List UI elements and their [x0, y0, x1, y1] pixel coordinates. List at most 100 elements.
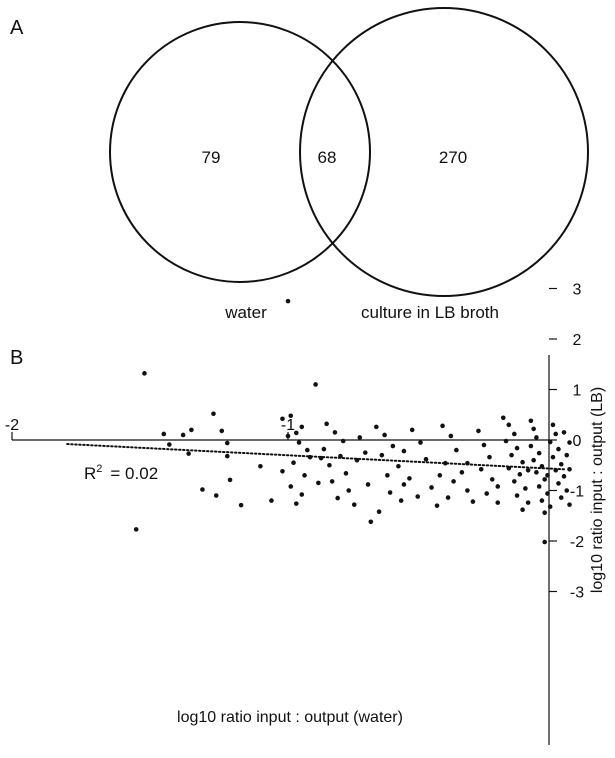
scatter-point: [556, 446, 561, 452]
scatter-point: [161, 431, 167, 437]
scatter-point: [316, 480, 321, 486]
scatter-point: [280, 469, 285, 474]
scatter-point: [476, 428, 481, 434]
scatter-point: [285, 298, 291, 304]
scatter-point: [553, 431, 559, 437]
scatter-point: [539, 498, 545, 503]
x-tick-label: -2: [5, 417, 19, 434]
scatter-point: [520, 459, 525, 465]
scatter-point: [465, 460, 470, 466]
scatter-point: [561, 474, 567, 479]
scatter-point: [238, 502, 244, 508]
scatter-point: [329, 479, 335, 484]
scatter-point: [313, 382, 318, 387]
scatter-point: [167, 442, 172, 447]
scatter-point: [351, 502, 357, 507]
scatter-point: [509, 452, 514, 458]
scatter-point: [564, 452, 570, 458]
venn-count-lb-only: 270: [439, 148, 467, 167]
scatter-point: [495, 484, 501, 489]
scatter-point: [340, 438, 346, 444]
venn-label-water: water: [224, 303, 267, 322]
scatter-point: [454, 447, 459, 453]
scatter-point: [186, 451, 191, 456]
scatter-point: [343, 471, 349, 476]
scatter-point: [305, 447, 310, 453]
scatter-point: [484, 491, 490, 496]
scatter-points: [133, 298, 572, 545]
scatter-point: [512, 431, 517, 437]
scatter-point: [398, 498, 404, 503]
scatter-point: [536, 484, 542, 489]
y-axis-label: log10 ratio input : output (LB): [589, 387, 606, 593]
scatter-point: [539, 463, 545, 469]
scatter-point: [269, 498, 274, 503]
y-tick-label: -1: [570, 484, 584, 501]
panel-label-a: A: [10, 17, 24, 39]
x-axis-label: log10 ratio input : output (water): [177, 709, 403, 726]
scatter-point: [189, 427, 194, 433]
scatter-point: [434, 503, 440, 508]
scatter-point: [423, 456, 429, 462]
scatter-point: [338, 453, 343, 459]
scatter-point: [531, 426, 536, 432]
scatter-point: [495, 500, 501, 505]
scatter-point: [525, 500, 531, 505]
scatter-point: [528, 418, 534, 424]
scatter-point: [415, 494, 421, 499]
scatter-point: [558, 461, 564, 467]
scatter-point: [382, 432, 387, 438]
scatter-point: [288, 413, 294, 419]
y-tick-label: -3: [570, 585, 584, 602]
scatter-point: [567, 502, 572, 507]
scatter-point: [354, 457, 360, 463]
y-tick-label: 3: [573, 282, 582, 299]
scatter-point: [534, 435, 539, 440]
r2-superscript: 2: [96, 463, 102, 475]
scatter-point: [534, 470, 539, 475]
scatter-point: [547, 504, 553, 509]
scatter-point: [291, 460, 296, 466]
scatter-point: [409, 427, 415, 433]
scatter-point: [489, 477, 495, 482]
scatter-point: [258, 463, 263, 469]
scatter-point: [180, 432, 186, 438]
scatter-point: [385, 473, 390, 478]
scatter-point: [368, 519, 374, 525]
scatter-point: [321, 446, 327, 452]
scatter-point: [335, 495, 340, 501]
y-ticks: -3 -2 -1 0 1 2 3: [549, 282, 584, 602]
scatter-point: [299, 424, 305, 430]
scatter-point: [401, 482, 407, 487]
scatter-point: [506, 422, 512, 428]
scatter-point: [481, 442, 487, 448]
scatter-point: [470, 499, 476, 504]
r2-value: = 0.02: [110, 464, 158, 483]
scatter-point: [542, 539, 547, 545]
scatter-point: [567, 440, 572, 445]
y-tick-label: -2: [570, 534, 584, 551]
scatter-point: [227, 477, 233, 483]
scatter-point: [443, 460, 448, 466]
venn-label-lb-broth: culture in LB broth: [361, 303, 499, 322]
scatter-point: [478, 466, 484, 472]
scatter-point: [357, 435, 363, 440]
r2-annotation: R2 = 0.02: [84, 463, 158, 483]
scatter-point: [528, 443, 534, 449]
scatter-point: [567, 466, 572, 472]
scatter-point: [561, 430, 567, 435]
scatter-point: [542, 510, 547, 516]
y-tick-label: 1: [573, 383, 582, 400]
scatter-point: [547, 439, 553, 445]
scatter-point: [542, 477, 547, 482]
scatter-point: [429, 485, 434, 490]
panel-label-b: B: [10, 347, 23, 369]
scatter-point: [445, 495, 451, 500]
scatter-point: [133, 527, 139, 532]
scatter-point: [288, 484, 294, 489]
scatter-point: [520, 507, 525, 512]
scatter-point: [512, 479, 517, 484]
scatter-point: [465, 488, 470, 493]
scatter-point: [374, 424, 379, 430]
scatter-point: [451, 479, 456, 484]
